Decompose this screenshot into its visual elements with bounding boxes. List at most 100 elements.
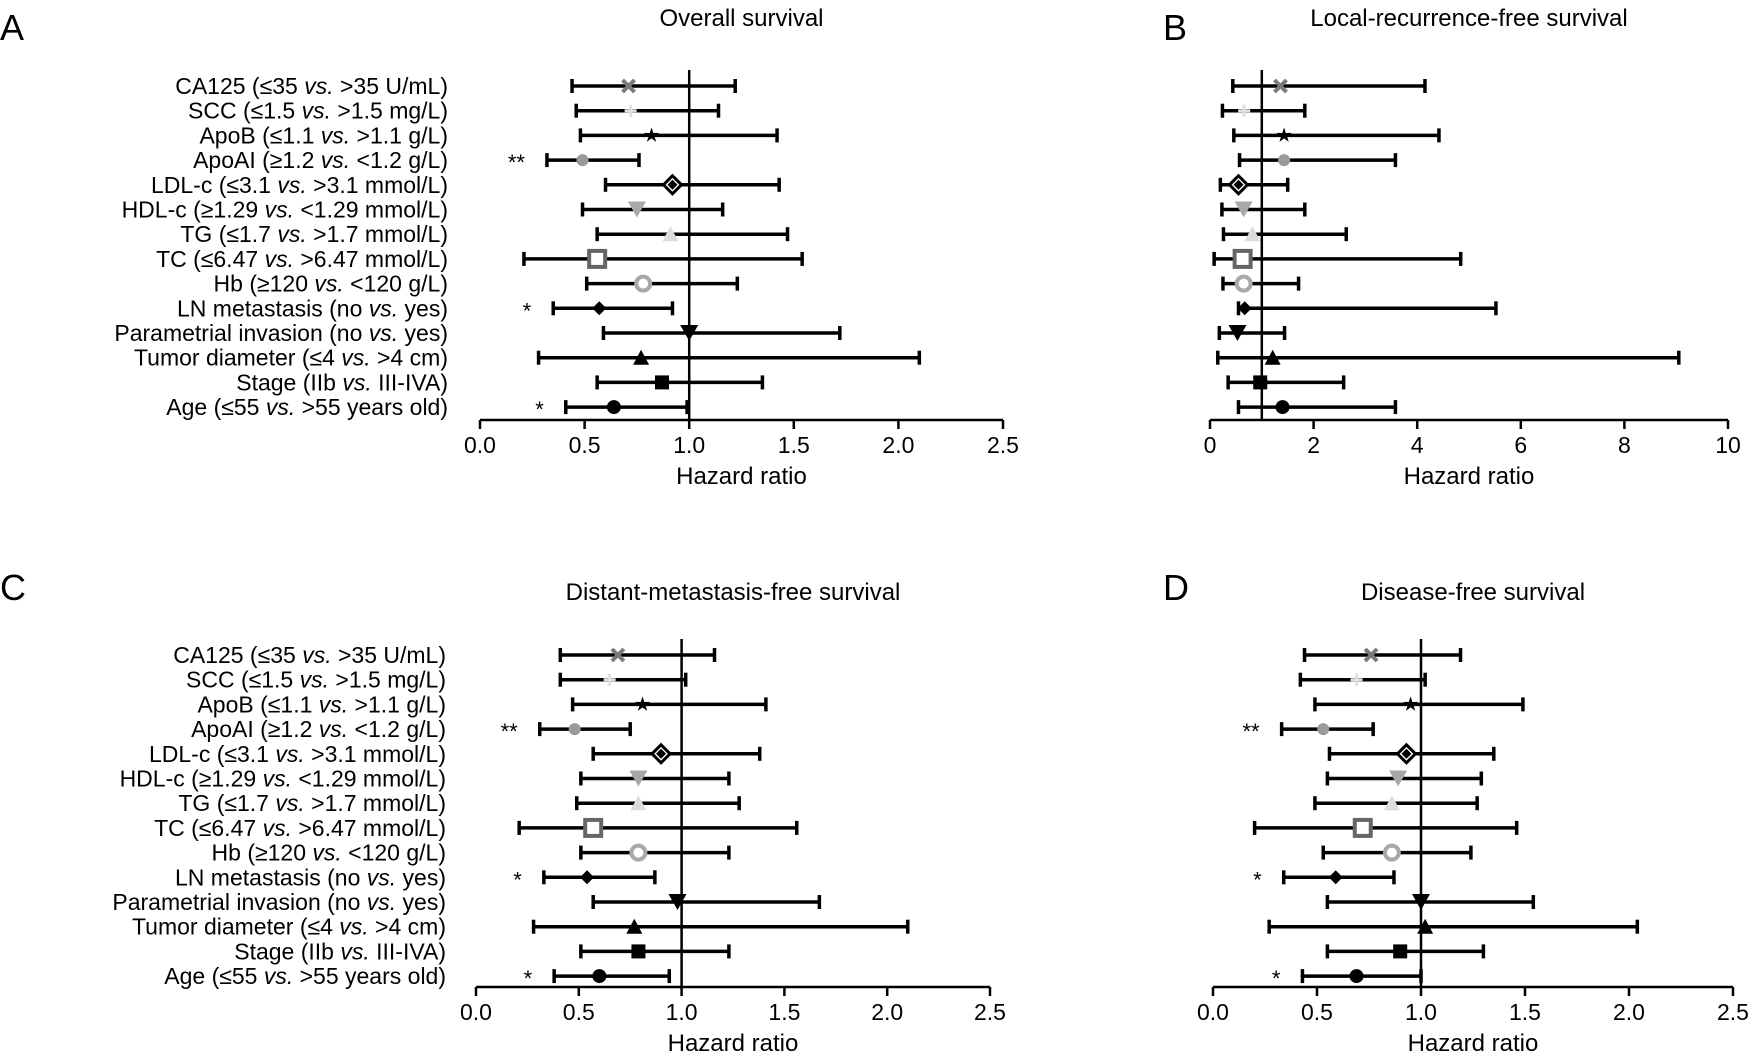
marker-circle-small [1317,723,1330,736]
forest-row [1220,103,1307,118]
marker-square [1393,944,1408,959]
marker-circle-open [629,843,648,862]
forest-row [1221,226,1348,242]
panel-title: Overall survival [659,5,823,32]
forest-row [1325,770,1484,787]
row-label-part: >1.5 mg/L) [331,98,448,124]
forest-row [1220,201,1307,218]
forest-row [570,78,737,94]
marker-triangle-down-light [627,201,646,218]
forest-row [603,173,781,196]
marker-x [610,647,626,663]
marker-plus [1238,104,1251,117]
row-label-part: >4 cm) [371,345,448,371]
significance-mark: * [523,298,532,323]
row-label-part: Age (≤55 [164,963,264,989]
marker-diamond-open [656,748,667,759]
row-label-part: Hb (≥120 [214,271,315,297]
significance-mark: * [535,397,544,422]
row-label-vs: vs. [319,691,348,717]
row-label: HDL-c (≥1.29 vs. <1.29 mmol/L) [120,766,446,792]
marker-diamond [1328,870,1343,885]
x-tick-label: 2.5 [1717,999,1749,1025]
x-tick-label: 0.0 [464,432,496,458]
row-label-vs: vs. [341,345,370,371]
forest-row [601,325,842,341]
forest-row [1218,173,1290,196]
x-tick-label: 0.5 [563,999,595,1025]
row-label-part: SCC (≤1.5 [188,98,302,124]
significance-mark: ** [1243,719,1261,744]
forest-row [1298,672,1427,687]
row-label-part: >1.5 mg/L) [329,667,446,693]
row-label: Age (≤55 vs. >55 years old) [164,963,446,989]
marker-square [631,944,646,959]
x-tick-label: 2.0 [871,999,903,1025]
marker-circle-open [634,274,653,293]
row-label: ApoB (≤1.1 vs. >1.1 g/L) [199,122,448,148]
forest-row: ** [508,150,641,175]
x-tick-label: 1.0 [666,999,698,1025]
x-tick-label: 0.0 [1197,999,1229,1025]
row-label-vs: vs. [264,963,293,989]
row-label-part: ApoB (≤1.1 [197,691,318,717]
marker-x [621,78,636,94]
row-label-part: yes) [396,889,446,915]
marker-triangle-up-light [1244,226,1261,242]
forest-row [1327,742,1496,765]
marker-triangle-down [1412,894,1430,910]
marker-triangle-up-light [1383,795,1400,811]
forest-row [1252,817,1519,838]
panel-letter: C [0,567,26,608]
marker-circle [606,400,621,415]
x-axis-label: Hazard ratio [1404,463,1535,490]
row-label-part: <1.29 mmol/L) [294,197,448,223]
row-label: Stage (IIb vs. III-IVA) [234,938,446,964]
row-label: TG (≤1.7 vs. >1.7 mmol/L) [180,221,448,247]
marker-circle [1349,969,1364,984]
row-label-vs: vs. [304,73,333,99]
row-label: Hb (≥120 vs. <120 g/L) [212,840,446,866]
row-label-part: >55 years old) [293,963,446,989]
forest-row [531,918,910,934]
marker-triangle-down-light [1234,201,1253,218]
row-label-part: TG (≤1.7 [178,790,275,816]
marker-plus [603,673,616,686]
forest-row: * [513,867,657,892]
row-label-part: LN metastasis (no [177,295,369,321]
forest-row [1231,78,1427,94]
row-label-vs: vs. [369,295,398,321]
forest-row [570,696,768,712]
marker-x [1363,647,1379,663]
row-label-part: >1.1 g/L) [348,691,446,717]
panel-letter: D [1163,567,1189,608]
row-label-vs: vs. [367,889,396,915]
row-label-part: <1.2 g/L) [348,716,446,742]
x-axis-label: Hazard ratio [668,1030,799,1057]
row-label: ApoB (≤1.1 vs. >1.1 g/L) [197,691,446,717]
marker-square-open [587,248,608,269]
marker-diamond-open [1233,179,1244,190]
row-label: LDL-c (≤3.1 vs. >3.1 mmol/L) [151,172,448,198]
marker-circle-small [576,154,589,167]
forest-row [574,103,721,118]
row-label: LN metastasis (no vs. yes) [175,864,446,890]
row-label: Tumor diameter (≤4 vs. >4 cm) [134,345,448,371]
panel-letter: A [0,7,24,48]
x-tick-label: 2.0 [882,432,914,458]
marker-star [1403,696,1419,711]
forest-row: * [1272,966,1423,991]
forest-row [579,770,731,787]
x-tick-label: 10 [1715,432,1741,458]
forest-row: ** [501,719,632,744]
row-label-part: >6.47 mmol/L) [294,246,448,272]
forest-row [579,843,731,862]
row-label-part: CA125 (≤35 [175,73,304,99]
row-label: Stage (IIb vs. III-IVA) [236,369,448,395]
row-label: Parametrial invasion (no vs. yes) [112,889,446,915]
marker-circle-open [1234,274,1253,293]
marker-square [1253,375,1268,390]
panel-b: B Local-recurrence-free survival 0 2 4 6 8 10 Ha… [1163,5,1741,490]
row-label-part: ApoAI (≥1.2 [193,147,321,173]
